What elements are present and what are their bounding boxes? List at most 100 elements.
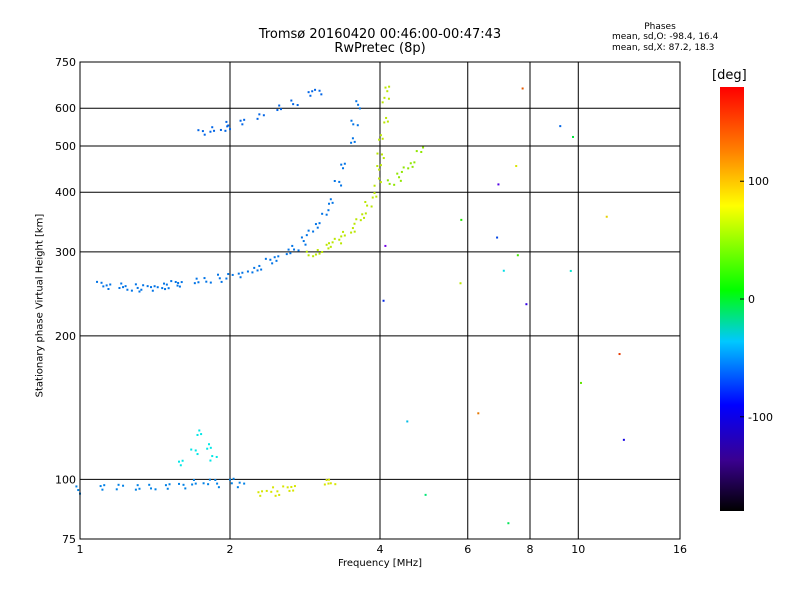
data-point — [379, 164, 382, 167]
data-point — [136, 484, 139, 487]
data-point — [329, 482, 332, 485]
data-point — [364, 200, 367, 203]
data-point — [243, 118, 246, 121]
data-point — [290, 485, 293, 488]
data-point — [413, 161, 416, 164]
data-point — [361, 213, 364, 216]
x-tick-label: 16 — [673, 543, 687, 556]
data-point — [327, 482, 330, 485]
data-point — [307, 229, 310, 232]
data-point — [333, 237, 336, 240]
data-point — [122, 484, 125, 487]
data-point — [166, 487, 169, 490]
data-point — [386, 90, 389, 93]
data-point — [117, 483, 120, 486]
data-point — [200, 433, 203, 436]
data-point — [333, 179, 336, 182]
data-point — [107, 287, 110, 290]
x-tick-label: 6 — [464, 543, 471, 556]
data-point — [148, 483, 151, 486]
data-point — [167, 287, 170, 290]
data-point — [399, 179, 402, 182]
data-point — [213, 129, 216, 132]
data-point — [381, 101, 384, 104]
data-point — [184, 487, 187, 490]
data-point — [150, 286, 153, 289]
data-point — [311, 90, 314, 93]
data-point — [342, 167, 345, 170]
data-point — [340, 235, 343, 238]
data-point — [205, 280, 208, 283]
data-point — [229, 478, 231, 481]
data-point — [251, 271, 254, 274]
data-point — [196, 453, 199, 456]
data-point — [383, 96, 386, 99]
data-point — [278, 104, 281, 107]
data-point — [164, 484, 167, 487]
data-point — [293, 485, 296, 488]
data-point — [370, 205, 373, 208]
data-point — [275, 259, 278, 262]
data-point — [353, 222, 356, 225]
data-point — [393, 183, 396, 186]
data-point — [378, 138, 381, 141]
data-point — [358, 107, 361, 110]
data-point — [618, 353, 621, 356]
data-point — [211, 455, 214, 458]
data-point — [182, 483, 185, 486]
data-point — [402, 166, 405, 169]
stats-x-line: mean, sd,X: 87.2, 18.3 — [612, 43, 715, 53]
data-point — [164, 288, 167, 291]
data-point — [411, 165, 414, 168]
data-point — [118, 287, 121, 290]
data-point — [136, 286, 139, 289]
data-point — [307, 254, 310, 257]
data-point — [371, 196, 374, 199]
data-point — [396, 172, 399, 175]
data-point — [359, 219, 362, 222]
data-point — [351, 137, 354, 140]
data-point — [227, 124, 230, 127]
data-point — [356, 124, 359, 127]
data-point — [381, 137, 384, 140]
data-point — [373, 184, 376, 187]
data-point — [202, 482, 205, 485]
data-point — [130, 289, 133, 292]
data-point — [201, 130, 204, 133]
data-point — [285, 253, 288, 256]
data-point — [174, 280, 177, 283]
data-point — [287, 248, 290, 251]
data-point — [325, 213, 328, 216]
data-point — [96, 280, 99, 283]
data-point — [386, 120, 389, 123]
data-point — [477, 412, 480, 415]
data-point — [156, 286, 159, 289]
data-point — [357, 103, 360, 106]
y-tick-label: 75 — [62, 533, 76, 546]
data-point — [225, 277, 228, 280]
data-point — [102, 285, 105, 288]
data-point — [142, 284, 145, 287]
x-tick-label: 1 — [77, 543, 84, 556]
data-point — [181, 459, 184, 462]
data-point — [366, 204, 369, 207]
data-point — [134, 283, 137, 286]
data-point — [328, 242, 331, 245]
data-point — [383, 121, 386, 124]
data-point — [120, 282, 123, 285]
data-point — [271, 262, 274, 265]
data-point — [384, 244, 387, 247]
data-point — [497, 183, 500, 186]
data-point — [525, 303, 528, 306]
data-point — [220, 280, 223, 283]
data-point — [227, 273, 230, 276]
data-point — [99, 485, 102, 488]
data-point — [230, 482, 233, 485]
data-point — [209, 459, 212, 462]
y-tick-label: 200 — [55, 330, 76, 343]
stats-heading: Phases — [644, 22, 676, 32]
data-point — [259, 494, 262, 497]
data-point — [77, 489, 80, 492]
data-point — [274, 494, 277, 497]
data-point — [241, 271, 244, 274]
